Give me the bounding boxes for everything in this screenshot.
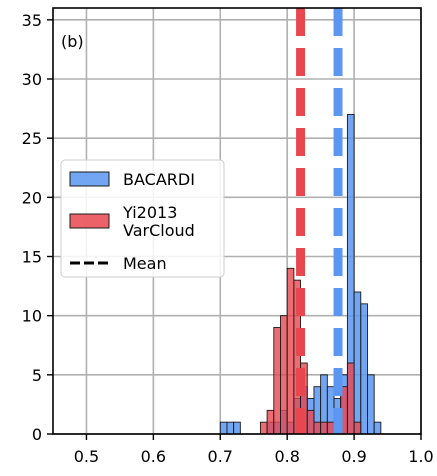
yi2013-varcloud-histogram xyxy=(259,267,362,435)
yi2013-varcloud-bar xyxy=(326,421,335,435)
panel-label: (b) xyxy=(61,32,84,51)
y-tick-label: 35 xyxy=(22,11,42,30)
legend-label: BACARDI xyxy=(123,170,195,189)
yi2013-varcloud-bar xyxy=(346,362,355,435)
x-tick-label: 0.9 xyxy=(341,447,366,466)
bacardi-bar xyxy=(353,291,362,435)
yi2013-varcloud-bar xyxy=(259,421,268,435)
yi2013-varcloud-bar xyxy=(286,267,295,435)
y-tick-label: 10 xyxy=(22,307,42,326)
y-tick-label: 30 xyxy=(22,70,42,89)
mean-lines xyxy=(296,8,343,434)
bacardi-bar xyxy=(373,421,382,435)
yi2013-varcloud-bar xyxy=(353,421,362,435)
plot-frame xyxy=(52,7,422,435)
yi2013-varcloud-bar xyxy=(306,409,315,435)
bacardi-bar xyxy=(360,303,368,435)
yi2013-varcloud-bar xyxy=(320,421,328,435)
x-axis-ticks: 0.5 0.6 0.7 0.8 0.9 1.0 xyxy=(74,434,434,466)
y-tick-label: 0 xyxy=(32,425,42,444)
yi2013-varcloud-bar xyxy=(280,315,288,435)
legend-swatch xyxy=(69,213,110,229)
yi2013-varcloud-bar xyxy=(266,409,275,435)
yi2013-varcloud-bar xyxy=(313,421,322,435)
x-tick-label: 0.6 xyxy=(141,447,166,466)
y-axis-ticks: 0 5 10 15 20 25 30 35 xyxy=(22,11,53,444)
x-tick-label: 0.7 xyxy=(208,447,233,466)
y-tick-label: 15 xyxy=(22,248,42,267)
legend-swatch xyxy=(69,171,110,187)
bacardi-bar xyxy=(367,374,375,435)
bacardi-bar xyxy=(226,421,235,435)
y-tick-label: 25 xyxy=(22,129,42,148)
yi2013-varcloud-bar xyxy=(273,327,281,435)
legend-box xyxy=(60,159,225,278)
y-tick-label: 20 xyxy=(22,188,42,207)
legend-label: Mean xyxy=(123,254,167,273)
y-tick-label: 5 xyxy=(32,366,42,385)
x-tick-label: 0.5 xyxy=(74,447,99,466)
x-tick-label: 0.8 xyxy=(274,447,299,466)
bacardi-bar xyxy=(233,421,241,435)
bacardi-bar xyxy=(219,421,228,435)
legend: BACARDI Yi2013 VarCloud Mean xyxy=(60,159,225,278)
legend-label: Yi2013 VarCloud xyxy=(122,203,195,240)
x-tick-label: 1.0 xyxy=(408,447,433,466)
